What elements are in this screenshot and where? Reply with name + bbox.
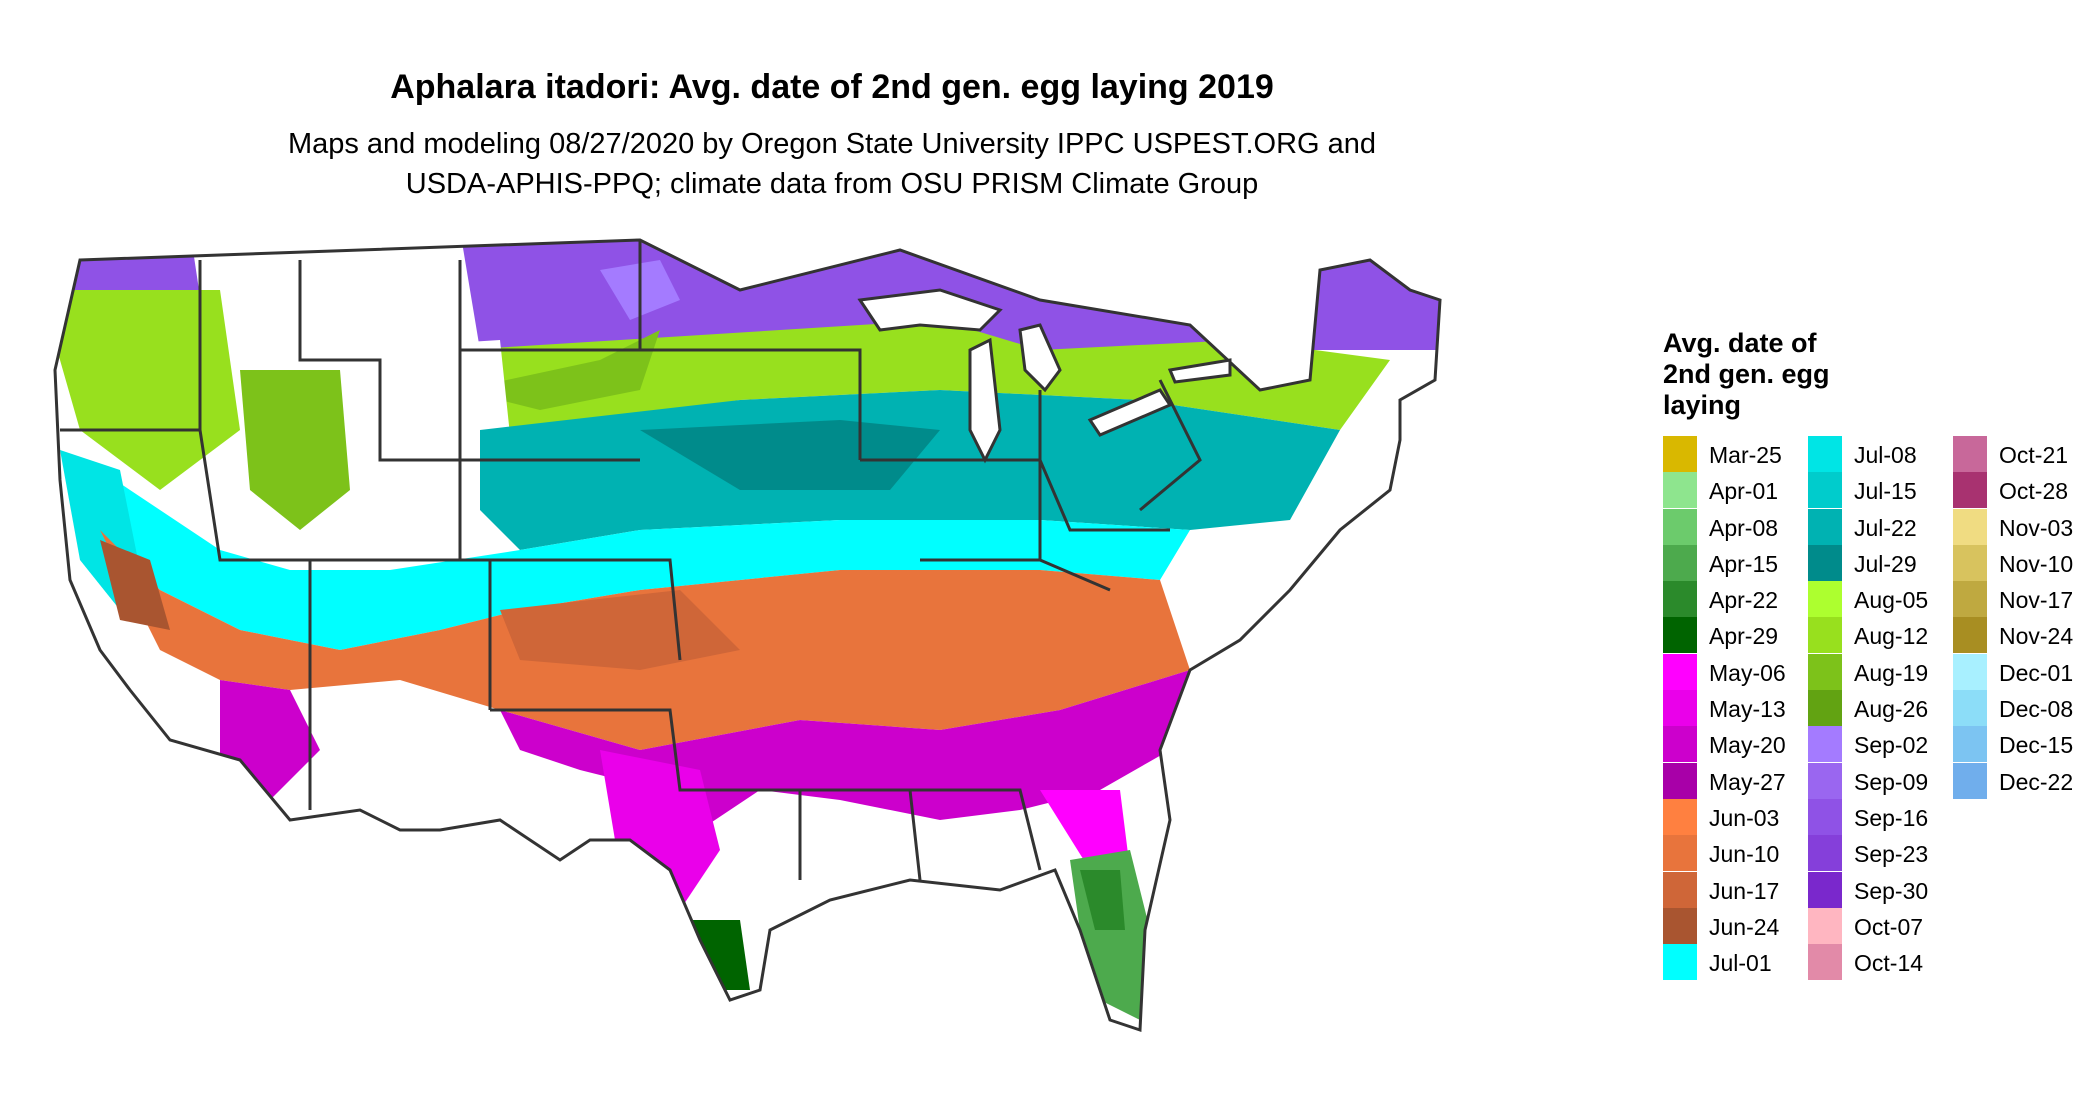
us-egg-laying-map <box>53 238 1442 1033</box>
map-subtitle: Maps and modeling 08/27/2020 by Oregon S… <box>0 124 1664 204</box>
legend-swatch <box>1953 690 1987 727</box>
legend-swatch <box>1663 690 1697 727</box>
legend-label: Apr-15 <box>1709 550 1779 577</box>
legend-swatch <box>1663 871 1697 908</box>
legend-swatch <box>1808 617 1842 654</box>
great-lakes <box>857 288 1232 464</box>
legend-swatch <box>1663 436 1697 472</box>
legend-label: May-27 <box>1709 768 1786 795</box>
legend-label: Mar-25 <box>1709 442 1782 468</box>
legend-swatch <box>1663 653 1697 690</box>
legend-title-line-1: Avg. date of <box>1663 328 1817 358</box>
legend-label: Sep-09 <box>1854 768 1929 795</box>
legend-swatch <box>1663 617 1697 654</box>
legend-swatch <box>1953 544 1987 581</box>
legend-swatch <box>1808 436 1842 472</box>
legend-label: Oct-21 <box>1999 442 2069 468</box>
legend-swatch <box>1808 798 1842 835</box>
legend-label: Sep-02 <box>1854 732 1929 759</box>
legend-label: Nov-03 <box>1999 514 2074 541</box>
legend-swatch <box>1953 581 1987 618</box>
legend-swatch <box>1808 544 1842 581</box>
legend-label: Apr-22 <box>1709 587 1779 614</box>
legend-swatch <box>1953 472 1987 509</box>
legend-title-line-3: laying <box>1663 390 1742 420</box>
legend-label: Jun-24 <box>1709 913 1780 940</box>
legend-swatch <box>1808 762 1842 799</box>
legend-title-line-2: 2nd gen. egg <box>1663 359 1830 389</box>
legend-label: Aug-19 <box>1854 659 1929 686</box>
legend-label: Apr-29 <box>1709 623 1779 650</box>
legend-label: Aug-12 <box>1854 623 1929 650</box>
legend-label: Sep-30 <box>1854 877 1929 904</box>
legend-swatch <box>1808 835 1842 872</box>
legend-label: Apr-01 <box>1709 478 1779 505</box>
legend-label: Oct-14 <box>1854 950 1924 977</box>
legend-swatch <box>1808 944 1842 981</box>
legend-label: Sep-23 <box>1854 841 1929 868</box>
legend-label: May-13 <box>1709 696 1786 723</box>
legend-label: Dec-08 <box>1999 696 2074 723</box>
legend-swatch <box>1808 508 1842 545</box>
legend-swatch <box>1663 544 1697 581</box>
legend-swatch <box>1953 508 1987 545</box>
legend-label: Jul-08 <box>1854 442 1917 468</box>
legend-swatch <box>1663 798 1697 835</box>
legend-label: Oct-28 <box>1999 478 2069 505</box>
legend-swatch <box>1663 762 1697 799</box>
legend-label: Apr-08 <box>1709 514 1779 541</box>
legend-swatch <box>1663 472 1697 509</box>
legend-label: Dec-15 <box>1999 732 2074 759</box>
legend-swatch <box>1953 726 1987 763</box>
legend-swatch <box>1808 472 1842 509</box>
subtitle-line-2: USDA-APHIS-PPQ; climate data from OSU PR… <box>405 168 1259 200</box>
subtitle-line-1: Maps and modeling 08/27/2020 by Oregon S… <box>287 128 1377 160</box>
legend-label: Jul-29 <box>1854 550 1917 577</box>
legend-label: Oct-07 <box>1854 913 1924 940</box>
legend-swatch <box>1808 581 1842 618</box>
legend-swatch <box>1808 726 1842 763</box>
legend-label: Jun-03 <box>1709 804 1780 831</box>
map-fill-bands <box>55 240 1440 1030</box>
legend-label: Nov-24 <box>1999 623 2074 650</box>
legend-swatch <box>1953 762 1987 799</box>
legend-label: Aug-26 <box>1854 696 1929 723</box>
legend-label: Nov-17 <box>1999 587 2074 614</box>
legend-swatch <box>1808 653 1842 690</box>
map-title: Aphalara itadori: Avg. date of 2nd gen. … <box>390 68 1274 106</box>
legend-label: Jun-10 <box>1709 841 1780 868</box>
state-borders <box>53 238 1442 1033</box>
legend-label: May-06 <box>1709 659 1786 686</box>
legend-label: Aug-05 <box>1854 587 1929 614</box>
legend-swatch <box>1953 653 1987 690</box>
legend-swatch <box>1663 508 1697 545</box>
legend-label: Jul-22 <box>1854 514 1917 541</box>
legend-swatch <box>1808 907 1842 944</box>
legend-label: Dec-22 <box>1999 768 2074 795</box>
legend-label: Jul-15 <box>1854 478 1917 505</box>
legend-swatch <box>1953 436 1987 472</box>
legend-swatch <box>1808 690 1842 727</box>
legend-swatch <box>1663 907 1697 944</box>
legend-swatch <box>1663 726 1697 763</box>
legend-swatch <box>1663 581 1697 618</box>
legend-swatch <box>1663 835 1697 872</box>
legend-label: Dec-01 <box>1999 659 2074 686</box>
legend-label: Jul-01 <box>1709 950 1772 977</box>
legend-label: Nov-10 <box>1999 550 2074 577</box>
legend-swatch <box>1953 617 1987 654</box>
legend-label: Sep-16 <box>1854 804 1929 831</box>
legend-label: May-20 <box>1709 732 1786 759</box>
legend-swatch <box>1808 871 1842 908</box>
legend-label: Jun-17 <box>1709 877 1780 904</box>
legend-title: Avg. date of 2nd gen. egg laying <box>1663 328 1903 421</box>
legend-swatch <box>1663 944 1697 981</box>
